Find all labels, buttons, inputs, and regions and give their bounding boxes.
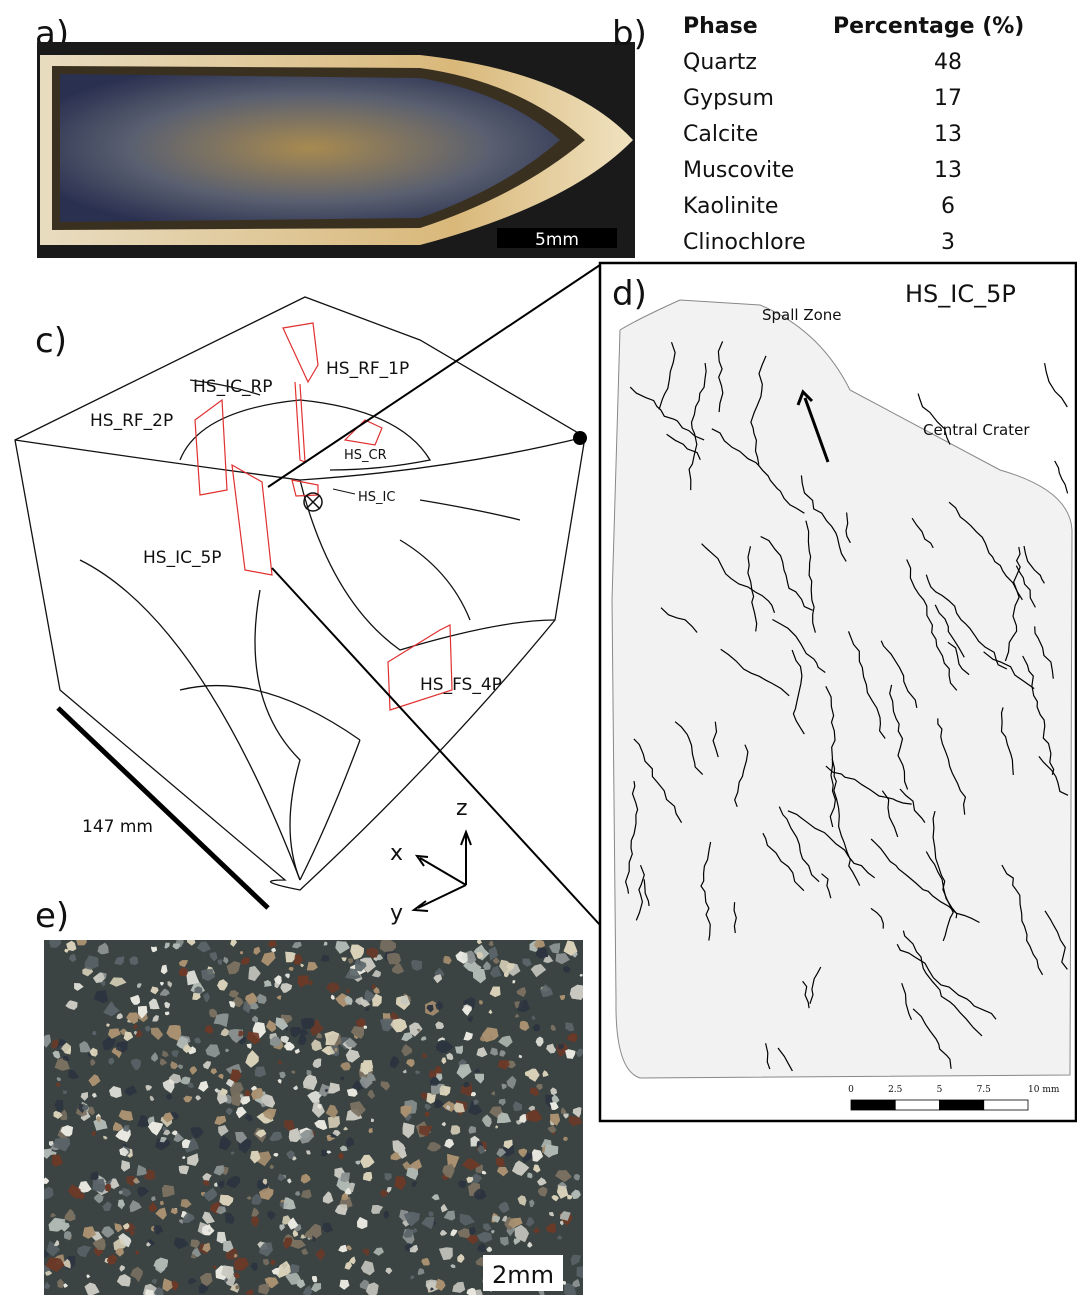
scale-label: 147 mm <box>82 817 153 837</box>
axis-label: x <box>390 841 403 866</box>
panel-title: HS_IC_5P <box>905 280 1016 308</box>
scale-tick-label: 0 <box>848 1085 854 1095</box>
scale-segment <box>940 1100 984 1110</box>
table-header: Phase <box>683 14 758 39</box>
axis-label: z <box>456 796 468 821</box>
panel-label: c) <box>35 321 67 361</box>
scale-tick-label: 10 mm <box>1028 1085 1060 1095</box>
grain <box>479 1000 483 1004</box>
table-cell: Clinochlore <box>683 230 806 255</box>
table-cell: Calcite <box>683 122 758 147</box>
axis-label: y <box>390 901 403 926</box>
sample-label: HS_RF_2P <box>90 411 173 431</box>
table-cell: 17 <box>934 86 962 111</box>
panel-label: e) <box>35 896 69 936</box>
table-cell: Quartz <box>683 50 757 75</box>
table-header: Percentage (%) <box>833 14 1024 39</box>
table-cell: 48 <box>934 50 962 75</box>
annotation: Spall Zone <box>762 306 842 324</box>
sample-label: HS_CR <box>344 448 387 463</box>
sample-label: HS_FS_4P <box>420 675 502 695</box>
table-cell: Muscovite <box>683 158 794 183</box>
table-cell: Kaolinite <box>683 194 778 219</box>
table-body: Quartz 48 Gypsum 17 Calcite 13 Muscovite 13 Kaol… <box>683 50 962 255</box>
scale-tick-label: 5 <box>937 1085 943 1095</box>
grain <box>76 936 86 945</box>
sample-label: HS_RF_1P <box>326 359 409 379</box>
table-cell: 13 <box>934 158 962 183</box>
table-cell: 3 <box>941 230 955 255</box>
panel-label: d) <box>612 274 647 314</box>
table-cell: 13 <box>934 122 962 147</box>
scale-label: 5mm <box>535 230 579 250</box>
sample-label: HS_IC_5P <box>143 548 222 568</box>
scale-segment <box>984 1100 1028 1110</box>
panel-label: b) <box>612 14 647 54</box>
table-cell: Gypsum <box>683 86 774 111</box>
scale-tick-label: 7.5 <box>977 1085 992 1095</box>
scale-segment <box>895 1100 939 1110</box>
annotation: Central Crater <box>923 421 1030 439</box>
grain <box>387 953 401 965</box>
scale-label: 2mm <box>492 1261 554 1289</box>
scale-tick-label: 2.5 <box>888 1085 903 1095</box>
sample-label: HS_IC <box>358 490 395 505</box>
scale-segment <box>851 1100 895 1110</box>
sample-label: HS_IC_RP <box>193 377 273 397</box>
figure: a) 5mm b) Phase Percentage (%) Quartz48G… <box>0 0 1077 1295</box>
table-cell: 6 <box>941 194 955 219</box>
